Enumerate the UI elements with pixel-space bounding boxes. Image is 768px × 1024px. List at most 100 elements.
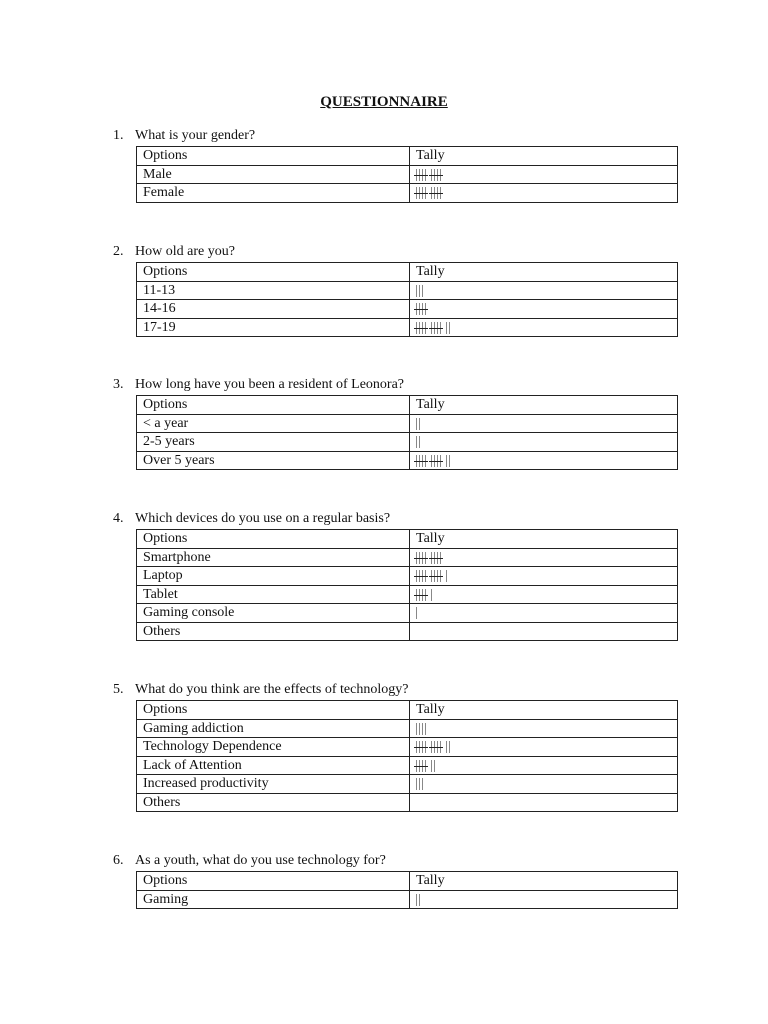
tally-cell	[409, 584, 678, 604]
option-label: Tablet	[136, 584, 410, 604]
tally-stroke	[440, 187, 441, 200]
options-table: Options Tally Male Female	[136, 146, 678, 203]
options-table: Options Tally 11-13 14-16 17-19	[136, 262, 678, 337]
table-row: Smartphone	[136, 547, 678, 567]
tally-marks	[414, 454, 450, 467]
tally-stroke	[437, 168, 438, 181]
header-row: Options Tally	[136, 529, 678, 549]
option-label: Increased productivity	[136, 774, 410, 794]
tally-stroke	[437, 187, 438, 200]
tally-stroke	[425, 588, 426, 601]
tally-stroke	[422, 722, 423, 735]
question-section: 4. Which devices do you use on a regular …	[113, 509, 683, 641]
tally-stroke	[419, 454, 420, 467]
tally-stroke	[431, 570, 432, 583]
question-section: 1. What is your gender? Options Tally Male Fe…	[113, 126, 683, 203]
tally-header: Tally	[409, 700, 678, 720]
tally-stroke	[419, 722, 420, 735]
tally-cell	[409, 566, 678, 586]
tally-stroke	[416, 187, 417, 200]
tally-stroke	[422, 741, 423, 754]
tally-stroke	[434, 187, 435, 200]
tally-header: Tally	[409, 395, 678, 415]
tally-group	[429, 741, 443, 754]
question-text: How long have you been a resident of Leo…	[135, 377, 405, 392]
table-row: Male	[136, 164, 678, 184]
tally-stroke	[440, 570, 441, 583]
tally-stroke	[416, 759, 417, 772]
tally-stroke	[440, 454, 441, 467]
table-row: 2-5 years	[136, 432, 678, 452]
options-header: Options	[136, 529, 410, 549]
tally-stroke	[425, 759, 426, 772]
question-number: 3.	[113, 377, 124, 392]
tally-header: Tally	[409, 146, 678, 166]
tally-stroke	[431, 588, 432, 601]
tally-cell	[409, 603, 678, 623]
tally-stroke	[422, 454, 423, 467]
tally-stroke	[419, 436, 420, 449]
tally-group	[431, 759, 435, 772]
table-row: Lack of Attention	[136, 755, 678, 775]
tally-stroke	[419, 417, 420, 430]
question-section: 3. How long have you been a resident of L…	[113, 375, 683, 470]
header-row: Options Tally	[136, 871, 678, 891]
tally-cell	[409, 432, 678, 452]
tally-stroke	[437, 321, 438, 334]
option-label: 11-13	[136, 280, 410, 300]
question-text: What do you think are the effects of tec…	[135, 682, 409, 697]
question-number: 6.	[113, 853, 124, 868]
tally-stroke	[419, 588, 420, 601]
tally-marks	[416, 436, 420, 449]
tally-cell	[409, 164, 678, 184]
table-row: 14-16	[136, 299, 678, 319]
tally-marks	[414, 187, 443, 200]
tally-stroke	[419, 303, 420, 316]
options-header: Options	[136, 871, 410, 891]
option-label: Gaming	[136, 889, 410, 909]
tally-stroke	[419, 570, 420, 583]
tally-stroke	[434, 168, 435, 181]
tally-stroke	[422, 187, 423, 200]
option-label: < a year	[136, 413, 410, 433]
page-title: QUESTIONNAIRE	[320, 94, 448, 110]
tally-group	[429, 551, 443, 564]
tally-group	[416, 778, 423, 791]
tally-stroke	[425, 168, 426, 181]
tally-cell	[409, 183, 678, 203]
question-label: 4. Which devices do you use on a regular …	[113, 509, 683, 529]
tally-stroke	[422, 759, 423, 772]
options-table: Options Tally Gaming addiction Technology D…	[136, 700, 678, 812]
tally-group	[414, 454, 428, 467]
header-row: Options Tally	[136, 395, 678, 415]
tally-cell	[409, 413, 678, 433]
question-text: Which devices do you use on a regular ba…	[135, 511, 391, 526]
table-row: Gaming addiction	[136, 718, 678, 738]
tally-stroke	[437, 741, 438, 754]
tally-group	[416, 893, 420, 906]
question-section: 2. How old are you? Options Tally 11-13 14-16…	[113, 242, 683, 337]
tally-stroke	[416, 303, 417, 316]
tally-marks	[414, 759, 435, 772]
tally-stroke	[419, 168, 420, 181]
header-row: Options Tally	[136, 700, 678, 720]
option-label: Laptop	[136, 566, 410, 586]
tally-stroke	[440, 741, 441, 754]
tally-stroke	[431, 551, 432, 564]
tally-group	[414, 303, 428, 316]
option-label: Gaming addiction	[136, 718, 410, 738]
table-row: Gaming	[136, 889, 678, 909]
table-row: Others	[136, 792, 678, 812]
tally-stroke	[422, 321, 423, 334]
tally-group	[414, 759, 428, 772]
tally-cell	[409, 718, 678, 738]
tally-header: Tally	[409, 262, 678, 282]
tally-cell	[409, 755, 678, 775]
question-text: How old are you?	[135, 244, 235, 259]
tally-cell	[409, 889, 678, 909]
tally-stroke	[446, 321, 447, 334]
tally-stroke	[419, 893, 420, 906]
option-label: Gaming console	[136, 603, 410, 623]
question-section: 6. As a youth, what do you use technology…	[113, 851, 683, 909]
tally-cell	[409, 450, 678, 470]
